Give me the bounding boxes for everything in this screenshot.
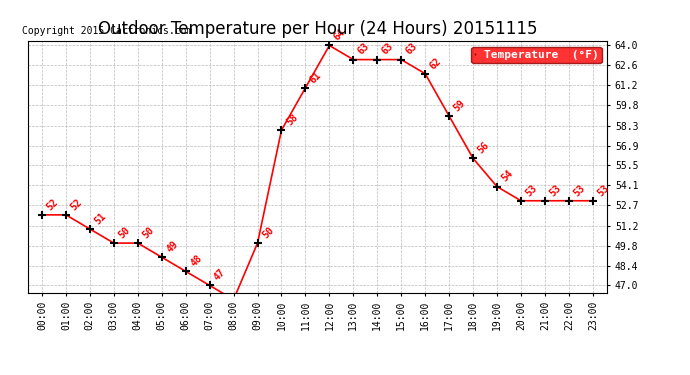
Text: 49: 49 [164, 239, 180, 254]
Text: 63: 63 [404, 42, 420, 57]
Text: 50: 50 [117, 225, 132, 240]
Text: 54: 54 [500, 168, 515, 184]
Text: 53: 53 [571, 183, 587, 198]
Text: 63: 63 [356, 42, 371, 57]
Text: 52: 52 [69, 197, 84, 212]
Text: 58: 58 [284, 112, 299, 128]
Text: 62: 62 [428, 56, 444, 71]
Text: 53: 53 [524, 183, 539, 198]
Title: Outdoor Temperature per Hour (24 Hours) 20151115: Outdoor Temperature per Hour (24 Hours) … [98, 20, 537, 38]
Text: 48: 48 [188, 253, 204, 268]
Text: 53: 53 [595, 183, 611, 198]
Text: 47: 47 [213, 267, 228, 283]
Text: 52: 52 [45, 197, 60, 212]
Text: 46: 46 [0, 374, 1, 375]
Text: 61: 61 [308, 70, 324, 85]
Text: 50: 50 [260, 225, 276, 240]
Text: 50: 50 [141, 225, 156, 240]
Text: 59: 59 [452, 98, 467, 113]
Text: 63: 63 [380, 42, 395, 57]
Text: 53: 53 [548, 183, 563, 198]
Text: Copyright 2015 Cartronics.com: Copyright 2015 Cartronics.com [22, 26, 193, 36]
Text: 64: 64 [332, 27, 348, 43]
Text: 56: 56 [476, 140, 491, 156]
Text: 51: 51 [92, 211, 108, 226]
Legend: Temperature  (°F): Temperature (°F) [471, 47, 602, 63]
